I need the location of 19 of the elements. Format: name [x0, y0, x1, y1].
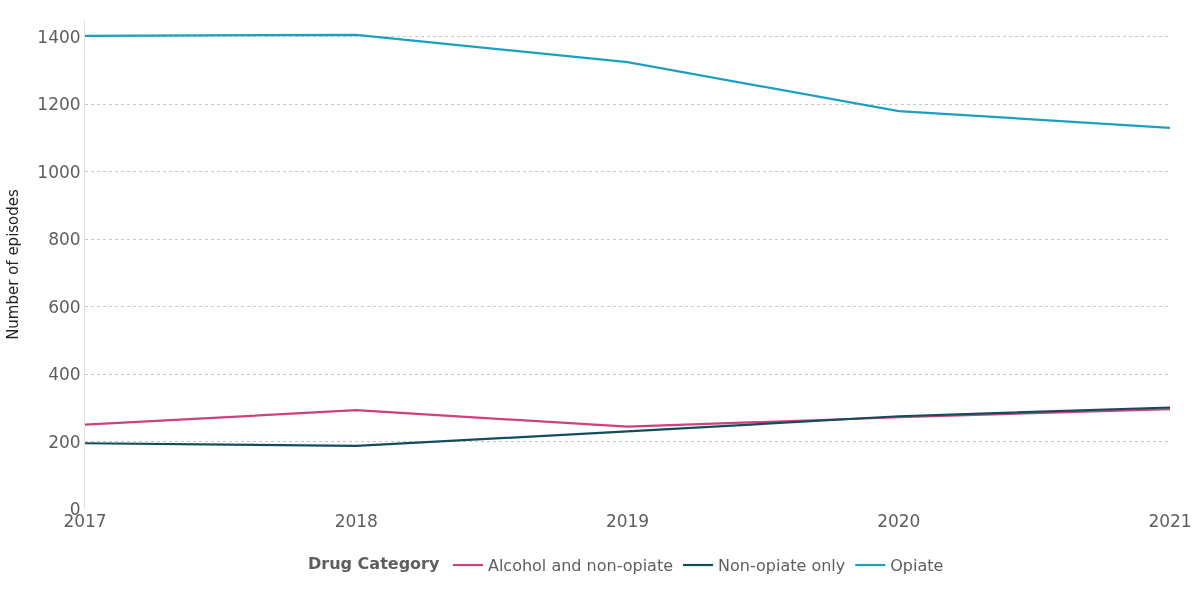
x-tick-label: 2018 — [334, 511, 378, 531]
legend-label: Alcohol and non-opiate — [487, 556, 674, 576]
y-axis-title: Number of episodes — [3, 188, 22, 340]
y-tick-label: 600 — [48, 296, 81, 317]
y-tick-label: 1200 — [37, 94, 81, 115]
y-tick-label: 200 — [48, 431, 81, 452]
line-series — [85, 406, 1170, 448]
legend-title: Drug Category — [308, 553, 440, 573]
y-tick-label: 1000 — [37, 161, 81, 182]
line-series — [85, 33, 1170, 130]
x-tick-label: 2020 — [877, 511, 921, 531]
y-tick-label: 1400 — [37, 26, 81, 47]
y-tick-label: 800 — [48, 229, 81, 250]
legend-label: Opiate — [890, 556, 944, 576]
legend-label: Non-opiate only — [718, 556, 846, 576]
y-tick-label: 400 — [48, 364, 81, 385]
line-series — [85, 408, 1170, 428]
x-tick-label: 2021 — [1148, 511, 1192, 531]
x-tick-label: 2019 — [605, 511, 650, 531]
